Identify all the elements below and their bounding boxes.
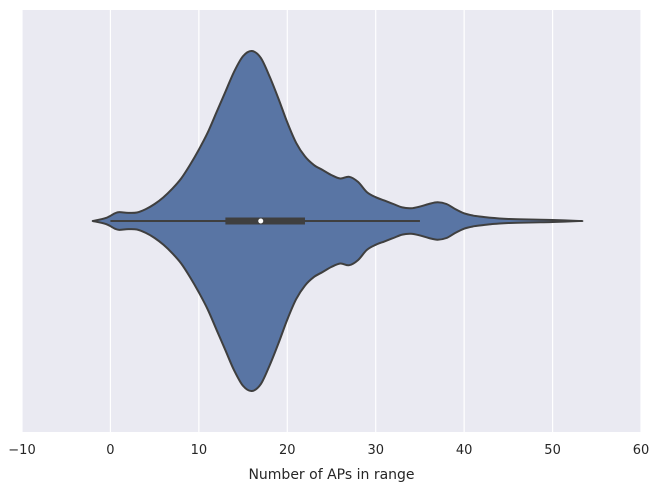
x-tick-label: 60 [633,443,650,458]
iqr-box [225,217,305,225]
x-tick-label: 30 [367,443,384,458]
median-marker [258,218,264,224]
x-tick-label: 20 [279,443,296,458]
x-tick-label: 10 [191,443,208,458]
x-tick-label: 40 [456,443,473,458]
x-tick-label: −10 [8,443,35,458]
x-tick-label: 0 [106,443,114,458]
x-tick-labels: −10 0 10 20 30 40 50 60 [8,443,649,458]
x-tick-label: 50 [544,443,561,458]
x-axis-label: Number of APs in range [248,467,414,483]
